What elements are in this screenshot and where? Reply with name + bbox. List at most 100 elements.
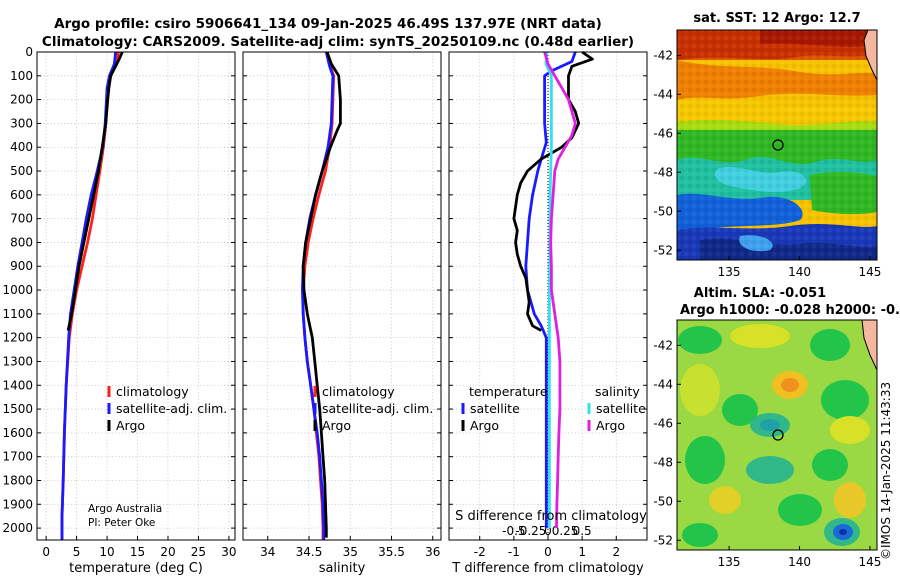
difference-xtick-label-1: -1 xyxy=(508,545,520,559)
depth-tick-label-1000: 1000 xyxy=(2,283,33,297)
depth-tick-label-1100: 1100 xyxy=(2,307,33,321)
salinity-legend-label-argo: Argo xyxy=(322,418,351,433)
temperature-plot-area xyxy=(37,52,235,540)
sla_map-ytick-label-44: -44 xyxy=(653,377,673,391)
salinity-xtick-label-34-5: 34.5 xyxy=(296,545,323,559)
imos-watermark: ©IMOS 14-Jan-2025 11:43:33 xyxy=(879,382,893,560)
difference-x-axis-label: T difference from climatology xyxy=(451,561,644,576)
depth-tick-label-400: 400 xyxy=(10,140,33,154)
salinity-x-axis-label: salinity xyxy=(319,561,366,576)
depth-tick-label-1300: 1300 xyxy=(2,354,33,368)
sst_map-ytick-label-50: -50 xyxy=(653,204,673,218)
sla_map-ytick-label-46: -46 xyxy=(653,416,673,430)
temperature-series-argo xyxy=(66,51,124,331)
salinity-xtick-label-36: 36 xyxy=(425,545,440,559)
sla_map-xtick-label-140: 140 xyxy=(788,555,811,569)
temperature-xtick-label-20: 20 xyxy=(160,545,175,559)
salinity-series-satellite-adj-clim xyxy=(300,51,335,540)
salinity-plot-area xyxy=(243,52,441,540)
salinity-xtick-label-34: 34 xyxy=(260,545,275,559)
difference-legend-salinity-label-argo: Argo xyxy=(596,418,625,433)
sla-map-title-line2: Argo h1000: -0.028 h2000: -0.093 xyxy=(680,303,900,318)
difference-legend-temperature-title: temperature xyxy=(469,384,548,399)
depth-tick-label-1800: 1800 xyxy=(2,473,33,487)
depth-tick-label-200: 200 xyxy=(10,93,33,107)
sst_map-xtick-label-145: 145 xyxy=(859,265,882,279)
sst_map-xtick-label-140: 140 xyxy=(788,265,811,279)
difference-frame xyxy=(448,51,648,541)
sst_map-ytick-label-46: -46 xyxy=(653,126,673,140)
difference-series-temperature-satellite xyxy=(524,51,577,529)
sst-map xyxy=(677,30,877,260)
difference-series-salinity-satellite xyxy=(544,51,553,529)
sst-map-axes: -42 -44 -46 -48 -50 -52 135 140 145 xyxy=(653,48,881,279)
depth-tick-label-1600: 1600 xyxy=(2,426,33,440)
sla-map-axes: -42 -44 -46 -48 -50 -52 135 140 145 xyxy=(653,338,881,569)
sla_map-xtick-label-145: 145 xyxy=(859,555,882,569)
difference-top-axis-label: S difference from climatology xyxy=(455,509,647,524)
difference-series-temperature-argo xyxy=(512,50,594,332)
figure-title-line2: Climatology: CARS2009. Satellite-adj cli… xyxy=(42,34,634,50)
depth-tick-label-1200: 1200 xyxy=(2,331,33,345)
salinity-xtick-label-35-5: 35.5 xyxy=(378,545,405,559)
temperature-series-satellite-adj-clim xyxy=(60,51,117,540)
difference-xtick-label-0: 0 xyxy=(544,545,552,559)
difference-legend-salinity-title: salinity xyxy=(595,384,640,399)
temperature-legend-label-satellite-adj-clim: satellite-adj. clim. xyxy=(116,401,227,416)
depth-tick-label-2000: 2000 xyxy=(2,521,33,535)
depth-tick-label-1900: 1900 xyxy=(2,497,33,511)
credit-institution: Argo Australia xyxy=(88,503,162,515)
temperature-frame xyxy=(36,51,236,541)
temperature-xtick-label-5: 5 xyxy=(73,545,81,559)
sst_map-xtick-label-135: 135 xyxy=(718,265,741,279)
temperature-x-axis-label: temperature (deg C) xyxy=(69,561,203,576)
temperature-xtick-label-0: 0 xyxy=(42,545,50,559)
sla_map-ytick-label-50: -50 xyxy=(653,494,673,508)
salinity-profile-panel: 34 34.5 35 35.5 36 salinity climatology satelli… xyxy=(242,51,442,576)
difference-top-tick-label-0-25: 0.25 xyxy=(552,524,579,538)
salinity-legend-label-satellite-adj-clim: satellite-adj. clim. xyxy=(322,401,433,416)
temperature-profile-panel: 0100200300400500600700800900100011001200… xyxy=(2,45,236,576)
difference-xtick-label-2: -2 xyxy=(474,545,486,559)
depth-tick-label-800: 800 xyxy=(10,235,33,249)
depth-tick-label-1500: 1500 xyxy=(2,402,33,416)
sst_map-ytick-label-48: -48 xyxy=(653,165,673,179)
difference-top-tick-label-0-5: -0.5 xyxy=(502,524,525,538)
temperature-xtick-label-10: 10 xyxy=(99,545,114,559)
credit-pi: PI: Peter Oke xyxy=(88,517,155,529)
sla-map-title-line1: Altim. SLA: -0.051 xyxy=(694,286,826,301)
salinity-xtick-label-35: 35 xyxy=(343,545,358,559)
difference-top-tick-label-0-5: 0.5 xyxy=(573,524,592,538)
depth-tick-label-1400: 1400 xyxy=(2,378,33,392)
depth-tick-label-300: 300 xyxy=(10,116,33,130)
salinity-legend-label-climatology: climatology xyxy=(322,384,395,399)
depth-tick-label-0: 0 xyxy=(25,45,33,59)
sst_map-ytick-label-44: -44 xyxy=(653,87,673,101)
sst-map-title: sat. SST: 12 Argo: 12.7 xyxy=(693,11,860,26)
difference-xtick-label-2: 2 xyxy=(612,545,620,559)
difference-legend-temperature-label-satellite: satellite xyxy=(470,401,520,416)
difference-xtick-label-1: 1 xyxy=(578,545,586,559)
temperature-legend-label-climatology: climatology xyxy=(116,384,189,399)
depth-tick-label-500: 500 xyxy=(10,164,33,178)
difference-series-salinity-argo xyxy=(543,51,577,529)
sla_map-ytick-label-52: -52 xyxy=(653,533,673,547)
sla-argo-marker xyxy=(772,429,784,441)
sla_map-ytick-label-48: -48 xyxy=(653,455,673,469)
sla-map xyxy=(677,320,877,550)
depth-tick-label-100: 100 xyxy=(10,69,33,83)
temperature-legend-label-argo: Argo xyxy=(116,418,145,433)
depth-tick-label-900: 900 xyxy=(10,259,33,273)
salinity-frame xyxy=(242,51,442,541)
depth-tick-label-1700: 1700 xyxy=(2,450,33,464)
temperature-xtick-label-15: 15 xyxy=(130,545,145,559)
difference-profile-panel: -2 -1 0 1 2-0.5-0.250 0.250.5T difference fro… xyxy=(448,50,648,576)
difference-legend-salinity-label-satellite: satellite xyxy=(596,401,646,416)
depth-tick-label-700: 700 xyxy=(10,212,33,226)
sst_map-ytick-label-42: -42 xyxy=(653,48,673,62)
difference-top-tick-label-0-25: -0.25 xyxy=(515,524,546,538)
sla_map-xtick-label-135: 135 xyxy=(718,555,741,569)
difference-top-tick-label-0: 0 xyxy=(544,524,552,538)
depth-tick-label-600: 600 xyxy=(10,188,33,202)
